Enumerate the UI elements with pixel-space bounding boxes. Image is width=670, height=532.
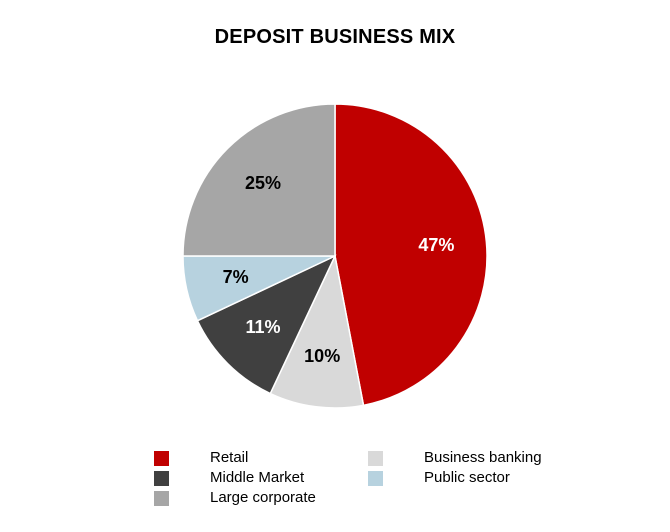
legend-label-large-corporate: Large corporate — [210, 489, 316, 506]
legend-swatch-large-corporate — [154, 491, 169, 506]
pie-label-retail: 47% — [418, 235, 454, 255]
legend-swatch-public-sector — [368, 471, 383, 486]
pie-label-business-banking: 10% — [304, 346, 340, 366]
legend-label-middle-market: Middle Market — [210, 469, 305, 486]
pie-slice-large-corporate — [182, 103, 336, 257]
legend-label-business-banking: Business banking — [424, 449, 542, 466]
legend-swatch-retail — [154, 451, 169, 466]
chart-title: DEPOSIT BUSINESS MIX — [214, 26, 456, 48]
legend-label-public-sector: Public sector — [424, 469, 510, 486]
pie-slice-business-banking — [269, 253, 365, 409]
pie-slice-middle-market — [196, 254, 337, 395]
legend-swatch-middle-market — [154, 471, 169, 486]
legend-swatch-business-banking — [368, 451, 383, 466]
pie-slice-retail — [334, 103, 488, 407]
legend-label-retail: Retail — [210, 449, 249, 466]
pie-label-public-sector: 7% — [223, 267, 249, 287]
pie-label-large-corporate: 25% — [245, 173, 281, 193]
pie-label-middle-market: 11% — [245, 317, 280, 337]
